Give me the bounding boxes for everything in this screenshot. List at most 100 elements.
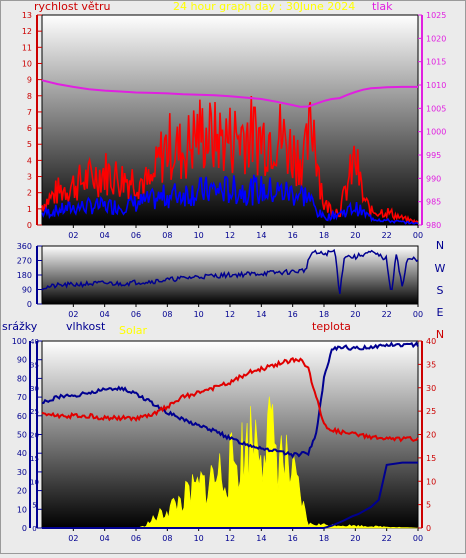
pressure-tick-label: 980 [426,221,441,230]
x-tick-label: 18 [319,534,329,543]
humidity-label: vlhkost [66,320,106,333]
x-tick-label: 04 [100,310,110,319]
x-tick-label: 00 [413,534,423,543]
pressure-tick-label: 1005 [426,104,446,113]
humidity-tick-label: 10 [30,478,39,486]
humidity-line [41,341,419,459]
x-tick-label: 16 [288,231,298,240]
wind-speed-tick-label: 3 [27,173,32,182]
wind-speed-tick-label: 5 [27,140,32,149]
rain-tick-label: 40 [17,449,27,458]
pressure-tick-label: 995 [426,151,441,160]
pressure-tick-label: 985 [426,198,441,207]
graph-title: 24 hour graph day : 30June 2024 [173,0,355,13]
wind-speed-tick-label: 9 [27,76,32,85]
rain-tick-label: 80 [17,374,27,383]
rain-tick-label: 70 [17,393,27,402]
compass-label: S [437,284,444,297]
direction-tick-label: 90 [22,286,32,295]
x-tick-label: 12 [225,231,235,240]
humidity-tick-label: 35 [30,361,39,369]
x-tick-label: 20 [350,231,360,240]
x-tick-label: 12 [225,310,235,319]
x-tick-label: 04 [100,534,110,543]
direction-tick-label: 180 [17,271,32,280]
x-tick-label: 12 [225,534,235,543]
solar-label: Solar [119,324,148,337]
x-tick-label: 02 [68,231,78,240]
wind-pressure-plot-area [41,14,419,226]
x-tick-label: 18 [319,231,329,240]
humidity-tick-label: 40 [30,338,39,346]
temperature-tick-label: 20 [426,431,436,440]
rain-tick-label: 30 [17,468,27,477]
pressure-tick-label: 1000 [426,128,446,137]
direction-tick-label: 360 [17,242,32,251]
wind-speed-tick-label: 4 [27,156,32,165]
pressure-line [41,79,418,108]
rain-tick-label: 90 [17,356,27,365]
x-tick-label: 20 [350,534,360,543]
humidity-tick-label: 20 [30,432,39,440]
x-tick-label: 08 [162,310,172,319]
wind-speed-tick-label: 11 [22,43,32,52]
wind-gust-line [41,95,419,225]
x-tick-label: 14 [256,310,266,319]
x-tick-label: 08 [162,231,172,240]
x-tick-label: 10 [194,310,204,319]
x-tick-label: 06 [131,534,141,543]
x-tick-label: 08 [162,534,172,543]
wind-speed-tick-label: 10 [22,59,32,68]
x-tick-label: 16 [288,534,298,543]
direction-tick-label: 0 [27,300,32,309]
pressure-tick-label: 990 [426,174,441,183]
x-tick-label: 22 [382,310,392,319]
temperature-tick-label: 5 [426,501,431,510]
x-tick-label: 00 [413,310,423,319]
compass-label: W [435,262,446,275]
humidity-tick-label: 15 [30,455,39,463]
rain-tick-label: 0 [22,524,27,533]
rain-tick-label: 20 [17,487,27,496]
rain-tick-label: 50 [17,431,27,440]
temperature-tick-label: 25 [426,407,436,416]
wind-direction-line [41,248,419,295]
temperature-line [41,356,419,443]
wind-speed-tick-label: 7 [27,108,32,117]
rain-tick-label: 10 [17,505,27,514]
temperature-tick-label: 30 [426,384,436,393]
x-tick-label: 02 [68,310,78,319]
x-tick-label: 14 [256,231,266,240]
temperature-label: teplota [312,320,351,333]
wind-speed-tick-label: 12 [22,27,32,36]
temperature-tick-label: 0 [426,524,431,533]
humidity-tick-label: 0 [32,525,36,533]
x-tick-label: 20 [350,310,360,319]
pressure-tick-label: 1020 [426,34,446,43]
rain-tick-label: 60 [17,412,27,421]
rain-tick-label: 100 [12,337,27,346]
temperature-tick-label: 10 [426,477,436,486]
x-tick-label: 10 [194,231,204,240]
wind-speed-tick-label: 13 [22,11,32,20]
wind-speed-tick-label: 1 [27,205,32,214]
x-tick-label: 02 [68,534,78,543]
x-tick-label: 06 [131,310,141,319]
humidity-tick-label: 5 [32,502,36,510]
x-tick-label: 00 [413,231,423,240]
humidity-tick-label: 25 [30,408,39,416]
x-tick-label: 14 [256,534,266,543]
x-tick-label: 16 [288,310,298,319]
temperature-tick-label: 15 [426,454,436,463]
compass-label: E [437,306,444,319]
pressure-label: tlak [372,0,393,13]
x-tick-label: 04 [100,231,110,240]
pressure-tick-label: 1025 [426,11,446,20]
compass-label: N [436,239,444,252]
direction-tick-label: 270 [17,257,32,266]
x-tick-label: 22 [382,231,392,240]
wind-speed-tick-label: 8 [27,92,32,101]
x-tick-label: 18 [319,310,329,319]
rain-label: srážky [2,320,38,333]
